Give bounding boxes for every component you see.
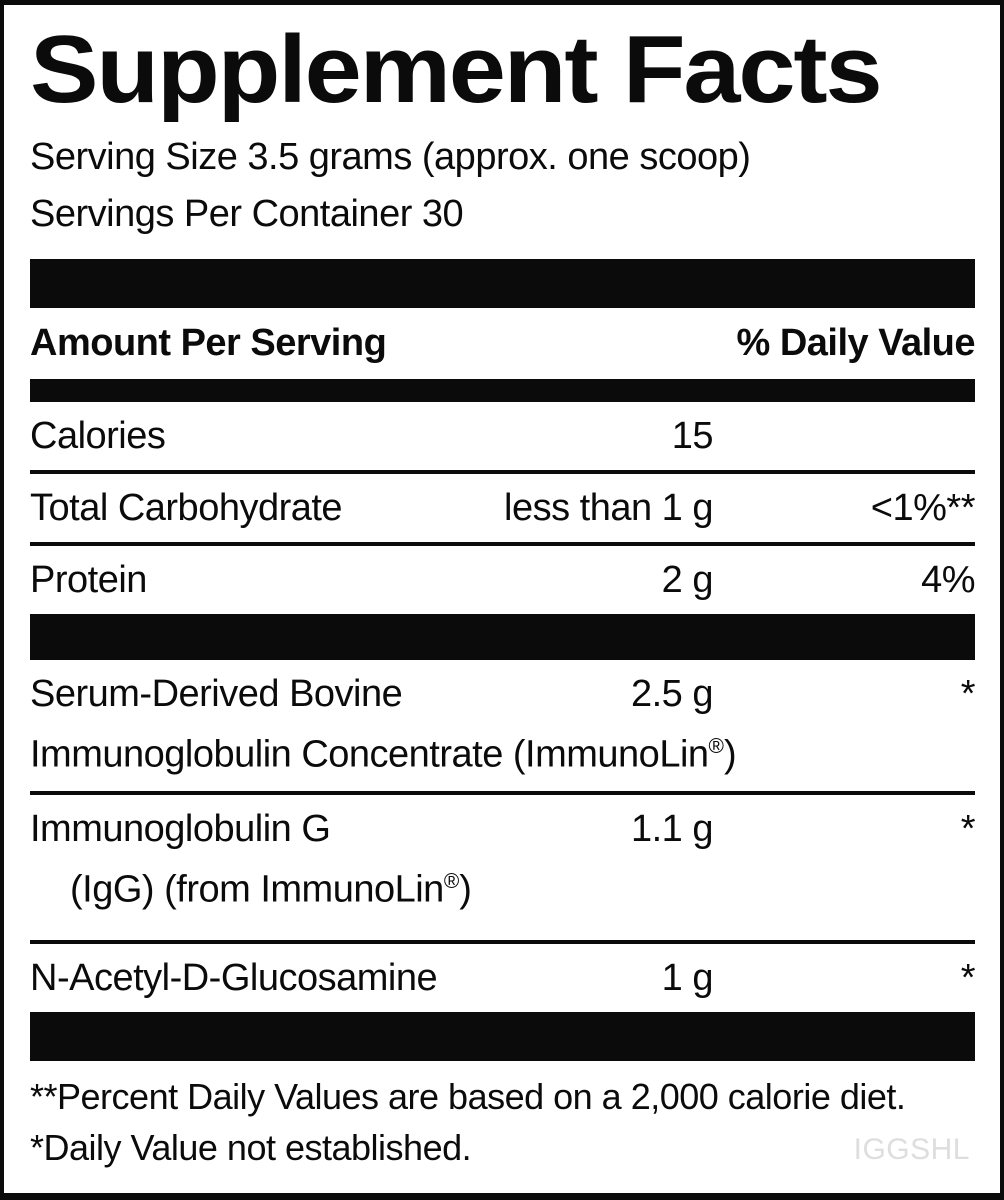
nutrient-amount: 15 — [671, 414, 714, 457]
table-row-serum-derived-bovine-immunoglobulin: Serum-Derived Bovine 2.5 g * Immunoglobu… — [30, 660, 976, 792]
nutrient-name-line2-close: ) — [459, 869, 472, 912]
nutrient-amount: 2.5 g — [630, 672, 714, 715]
footnotes: **Percent Daily Values are based on a 2,… — [30, 1061, 975, 1173]
section-bar-top — [30, 258, 975, 308]
row-divider — [30, 541, 975, 546]
nutrient-amount: 1.1 g — [630, 808, 714, 851]
section-bar-bottom — [30, 1012, 975, 1062]
nutrient-name-line2: Immunoglobulin Concentrate (ImmunoLin®) — [30, 719, 975, 783]
row-divider — [30, 940, 975, 945]
nutrient-daily-value: * — [960, 808, 976, 851]
section-bar-middle — [30, 613, 975, 660]
nutrient-name-line2-close: ) — [723, 733, 737, 776]
registered-trademark-symbol: ® — [443, 870, 460, 894]
nutrient-name-line2-text: (IgG) (from ImmunoLin — [70, 869, 444, 912]
nutrient-amount: less than 1 g — [504, 486, 713, 529]
row-divider — [30, 469, 975, 474]
nutrient-amount: 2 g — [661, 558, 714, 601]
table-row-n-acetyl-d-glucosamine: N-Acetyl-D-Glucosamine 1 g * — [30, 944, 976, 1012]
row-divider — [30, 791, 975, 796]
nutrient-name: Serum-Derived Bovine — [30, 672, 403, 715]
servings-per-container-text: Servings Per Container 30 — [30, 192, 464, 235]
page-title: Supplement Facts — [30, 16, 883, 123]
nutrient-name: Calories — [30, 414, 166, 457]
table-column-header: Amount Per Serving % Daily Value — [30, 308, 975, 379]
nutrient-name-line2-text: Immunoglobulin Concentrate (ImmunoLin — [30, 733, 709, 776]
amount-per-serving-header: Amount Per Serving — [30, 321, 387, 364]
nutrient-daily-value: * — [960, 957, 976, 1000]
nutrient-daily-value: 4% — [921, 558, 975, 601]
nutrient-name: N-Acetyl-D-Glucosamine — [30, 957, 438, 1000]
nutrient-name: Protein — [30, 558, 147, 601]
nutrient-name: Immunoglobulin G — [30, 808, 331, 851]
nutrient-amount: 1 g — [661, 957, 714, 1000]
table-row-calories: Calories 15 — [30, 402, 975, 470]
percent-daily-value-header: % Daily Value — [736, 321, 975, 364]
nutrient-daily-value: * — [960, 672, 976, 715]
table-row-protein: Protein 2 g 4% — [30, 546, 976, 614]
table-row-immunoglobulin-g: Immunoglobulin G 1.1 g * (IgG) (from Imm… — [30, 795, 976, 940]
section-bar-header-underline — [30, 378, 975, 402]
table-row-total-carbohydrate: Total Carbohydrate less than 1 g <1%** — [30, 474, 976, 542]
footnote-daily-values: **Percent Daily Values are based on a 2,… — [30, 1076, 906, 1118]
nutrient-daily-value: <1%** — [870, 486, 976, 529]
registered-trademark-symbol: ® — [708, 734, 724, 758]
serving-size-text: Serving Size 3.5 grams (approx. one scoo… — [30, 135, 751, 178]
watermark-code: IGGSHL — [853, 1133, 970, 1166]
nutrient-name: Total Carbohydrate — [30, 486, 343, 529]
nutrient-name-line2: (IgG) (from ImmunoLin®) — [30, 854, 975, 918]
footnote-not-established: *Daily Value not established. — [30, 1127, 472, 1169]
